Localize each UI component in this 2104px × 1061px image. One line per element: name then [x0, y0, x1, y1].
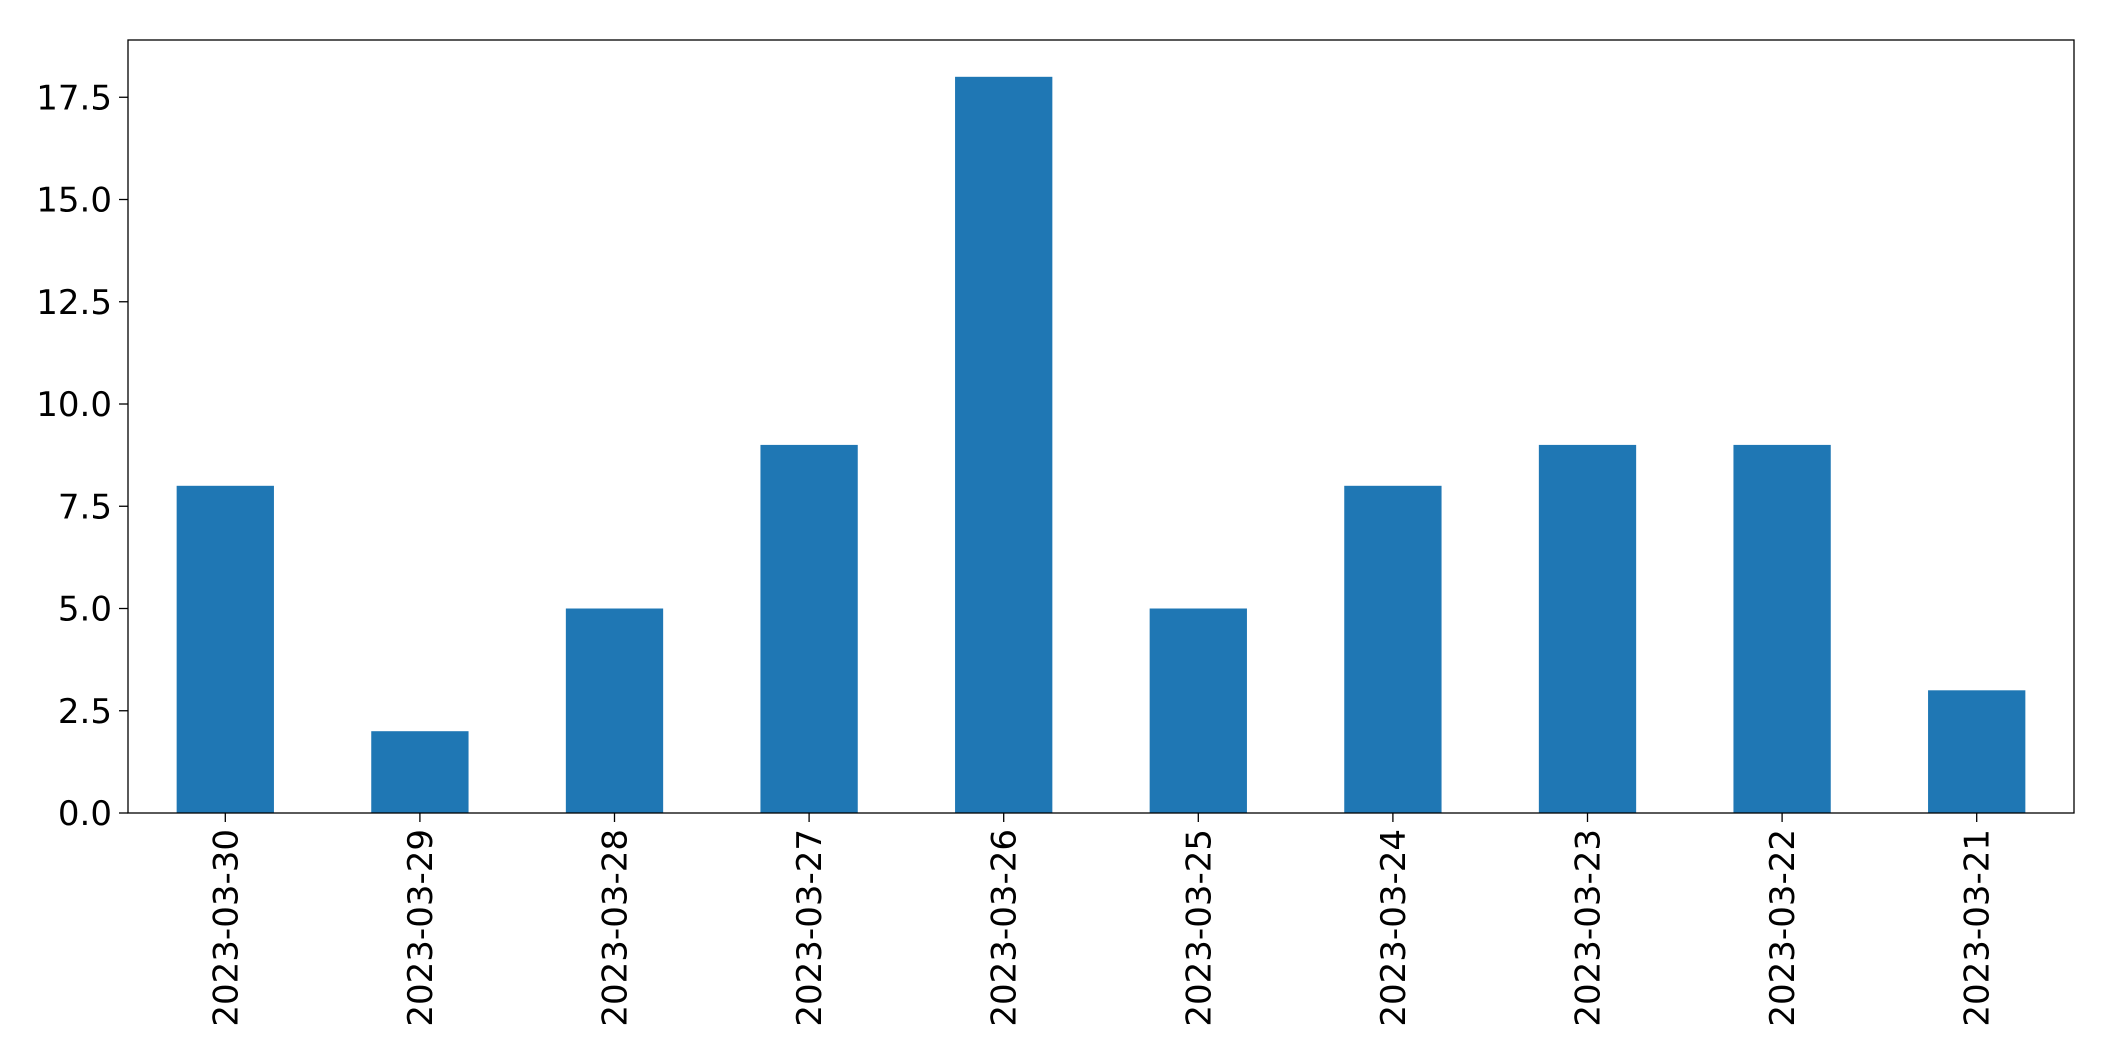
x-tick-label: 2023-03-23 [1569, 829, 1609, 1027]
y-tick-label: 0.0 [58, 794, 112, 834]
bar [1538, 444, 1637, 813]
bar [760, 444, 858, 813]
bar [955, 76, 1053, 814]
x-tick-label: 2023-03-28 [596, 829, 636, 1027]
bar [1733, 444, 1831, 813]
bar [1344, 485, 1442, 813]
x-tick-label: 2023-03-24 [1374, 829, 1414, 1027]
y-tick-label: 10.0 [36, 385, 112, 425]
bar [176, 485, 274, 813]
x-tick-label: 2023-03-27 [790, 829, 830, 1027]
bar [1149, 608, 1247, 813]
x-tick-label: 2023-03-26 [985, 829, 1025, 1027]
bar [565, 608, 664, 813]
x-tick-label: 2023-03-21 [1958, 829, 1998, 1027]
plot-frame [127, 39, 2075, 814]
x-tick-label: 2023-03-22 [1763, 829, 1803, 1027]
bar [1928, 690, 2026, 813]
x-tick-label: 2023-03-29 [401, 829, 441, 1027]
bar [371, 731, 469, 813]
x-tick-label: 2023-03-30 [206, 829, 246, 1027]
y-tick-label: 17.5 [36, 78, 112, 118]
y-tick-label: 2.5 [58, 692, 112, 732]
y-tick-label: 12.5 [36, 283, 112, 323]
x-tick-label: 2023-03-25 [1179, 829, 1219, 1027]
y-tick-label: 5.0 [58, 590, 112, 630]
y-tick-label: 15.0 [36, 181, 112, 221]
y-tick-label: 7.5 [58, 487, 112, 527]
